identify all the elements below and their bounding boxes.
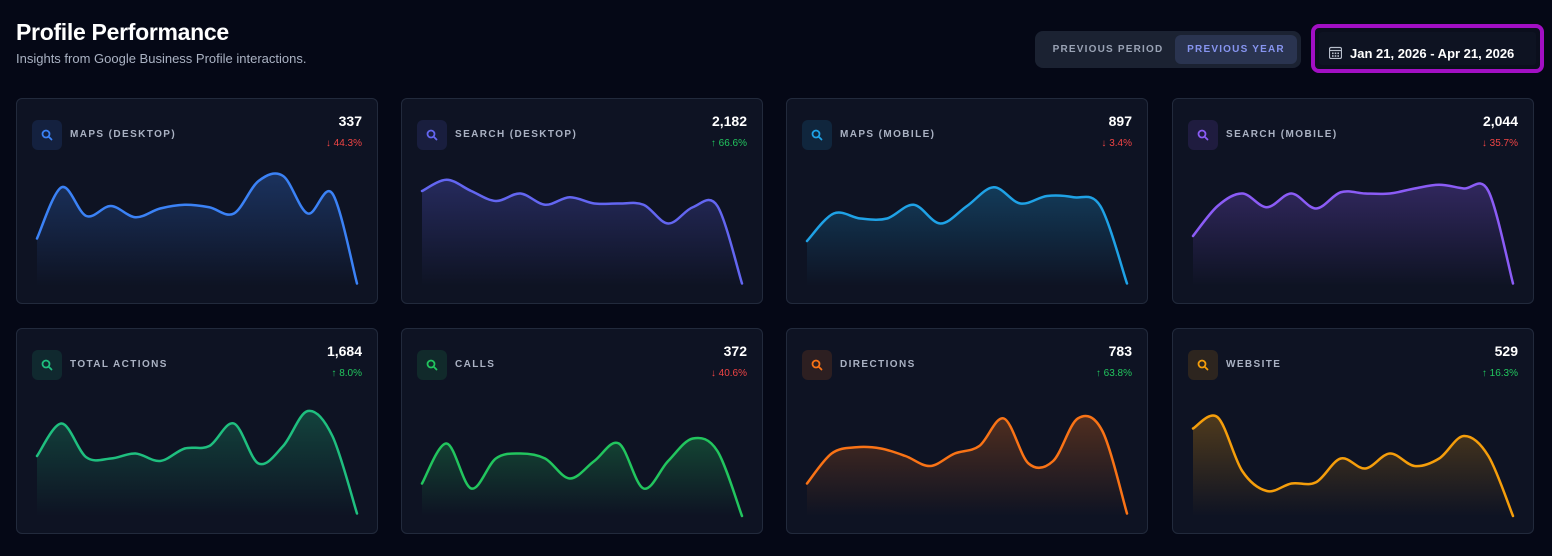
icon-shape bbox=[811, 129, 821, 139]
metric-value: 529 bbox=[1494, 343, 1518, 359]
metric-change: ↑ 16.3% bbox=[1481, 368, 1518, 379]
metric-change: ↑ 8.0% bbox=[331, 368, 362, 379]
trend-area bbox=[422, 179, 742, 286]
metric-value: 2,044 bbox=[1482, 113, 1518, 129]
metric-card[interactable]: MAPS (MOBILE) 897 ↓ 3.4% bbox=[786, 98, 1148, 304]
trend-area bbox=[1193, 415, 1513, 516]
sparkline bbox=[35, 409, 359, 516]
metric-label: MAPS (DESKTOP) bbox=[70, 129, 177, 140]
trend-line bbox=[805, 186, 1129, 285]
metric-change: ↓ 3.4% bbox=[1101, 138, 1132, 149]
metric-change: ↓ 44.3% bbox=[325, 138, 362, 149]
sparkline bbox=[35, 172, 359, 286]
icon-glyph bbox=[1197, 129, 1209, 141]
trend-line bbox=[35, 172, 359, 285]
icon-shape bbox=[811, 359, 821, 369]
metric-icon bbox=[1188, 350, 1218, 380]
metric-label: WEBSITE bbox=[1226, 359, 1282, 370]
metric-label: SEARCH (DESKTOP) bbox=[455, 129, 578, 140]
trend-area bbox=[1193, 183, 1513, 286]
metric-card[interactable]: WEBSITE 529 ↑ 16.3% bbox=[1172, 328, 1534, 534]
metric-card[interactable]: CALLS 372 ↓ 40.6% bbox=[401, 328, 763, 534]
icon-shape bbox=[432, 135, 438, 141]
icon-glyph bbox=[41, 359, 53, 371]
page-title: Profile Performance bbox=[16, 19, 229, 45]
metric-label: TOTAL ACTIONS bbox=[70, 359, 168, 370]
trend-area bbox=[807, 187, 1127, 286]
metric-label: DIRECTIONS bbox=[840, 359, 916, 370]
icon-shape bbox=[1197, 129, 1207, 139]
icon-glyph bbox=[1197, 359, 1209, 371]
toggle-option[interactable]: PREVIOUS PERIOD bbox=[1052, 44, 1164, 55]
date-range-inner: Jan 21, 2026 - Apr 21, 2026 bbox=[1319, 32, 1536, 65]
trend-line bbox=[420, 436, 744, 518]
icon-shape bbox=[1203, 135, 1209, 141]
metric-change: ↑ 63.8% bbox=[1095, 368, 1132, 379]
icon-glyph bbox=[426, 129, 438, 141]
metric-value: 337 bbox=[338, 113, 362, 129]
date-range-text: Jan 21, 2026 - Apr 21, 2026 bbox=[1350, 46, 1515, 61]
toggle-option-active[interactable]: PREVIOUS YEAR bbox=[1175, 35, 1297, 64]
metric-card[interactable]: TOTAL ACTIONS 1,684 ↑ 8.0% bbox=[16, 328, 378, 534]
metric-value: 372 bbox=[723, 343, 747, 359]
metric-icon bbox=[417, 350, 447, 380]
metric-card[interactable]: DIRECTIONS 783 ↑ 63.8% bbox=[786, 328, 1148, 534]
metric-label: SEARCH (MOBILE) bbox=[1226, 129, 1338, 140]
metric-change: ↓ 40.6% bbox=[710, 368, 747, 379]
metric-icon bbox=[802, 120, 832, 150]
trend-area bbox=[37, 410, 357, 516]
sparkline bbox=[420, 436, 744, 518]
metric-card[interactable]: SEARCH (DESKTOP) 2,182 ↑ 66.6% bbox=[401, 98, 763, 304]
icon-shape bbox=[817, 365, 823, 371]
icon-glyph bbox=[811, 129, 823, 141]
metric-icon bbox=[1188, 120, 1218, 150]
icon-glyph bbox=[811, 359, 823, 371]
metric-card[interactable]: SEARCH (MOBILE) 2,044 ↓ 35.7% bbox=[1172, 98, 1534, 304]
icon-glyph bbox=[41, 129, 53, 141]
trend-area bbox=[422, 437, 742, 516]
icon-shape bbox=[41, 129, 51, 139]
trend-line bbox=[35, 409, 359, 515]
trend-line bbox=[805, 414, 1129, 515]
trend-area bbox=[37, 173, 357, 286]
icon-shape bbox=[432, 365, 438, 371]
icon-shape bbox=[47, 365, 53, 371]
comparison-toggle: PREVIOUS PERIOD PREVIOUS YEAR bbox=[1035, 31, 1301, 68]
sparkline bbox=[1191, 414, 1515, 518]
date-range-button[interactable]: Jan 21, 2026 - Apr 21, 2026 bbox=[1311, 24, 1544, 73]
sparkline bbox=[805, 186, 1129, 286]
sparkline bbox=[420, 178, 744, 286]
metric-icon bbox=[417, 120, 447, 150]
icon-shape bbox=[817, 135, 823, 141]
icon-shape bbox=[41, 359, 51, 369]
metric-label: MAPS (MOBILE) bbox=[840, 129, 936, 140]
metric-label: CALLS bbox=[455, 359, 496, 370]
trend-line bbox=[1191, 182, 1515, 285]
metric-card[interactable]: MAPS (DESKTOP) 337 ↓ 44.3% bbox=[16, 98, 378, 304]
icon-shape bbox=[426, 129, 436, 139]
calendar-icon bbox=[1329, 46, 1342, 59]
metric-change: ↑ 66.6% bbox=[710, 138, 747, 149]
metric-icon bbox=[32, 350, 62, 380]
metric-value: 1,684 bbox=[326, 343, 362, 359]
sparkline bbox=[1191, 182, 1515, 286]
metric-value: 897 bbox=[1108, 113, 1132, 129]
metric-icon bbox=[802, 350, 832, 380]
icon-shape bbox=[426, 359, 436, 369]
metric-change: ↓ 35.7% bbox=[1481, 138, 1518, 149]
icon-glyph bbox=[426, 359, 438, 371]
page-subtitle: Insights from Google Business Profile in… bbox=[16, 51, 307, 66]
sparkline bbox=[805, 414, 1129, 516]
icon-shape bbox=[47, 135, 53, 141]
metric-value: 783 bbox=[1108, 343, 1132, 359]
trend-line bbox=[1191, 414, 1515, 518]
metric-value: 2,182 bbox=[711, 113, 747, 129]
metric-icon bbox=[32, 120, 62, 150]
icon-shape bbox=[1197, 359, 1207, 369]
trend-line bbox=[420, 178, 744, 285]
trend-area bbox=[807, 415, 1127, 516]
icon-shape bbox=[1203, 365, 1209, 371]
